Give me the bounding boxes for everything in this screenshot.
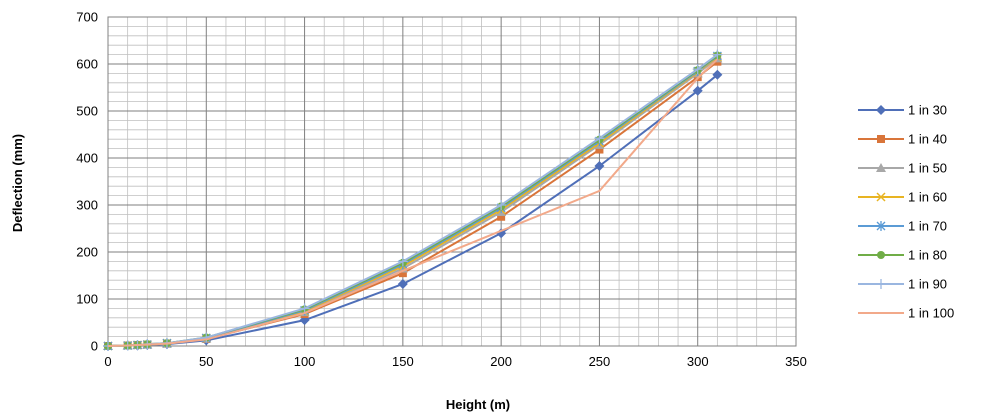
- x-tick-label: 300: [687, 354, 709, 369]
- y-tick-label: 600: [76, 57, 98, 72]
- data-point: [398, 269, 407, 278]
- y-tick-label: 400: [76, 151, 98, 166]
- legend-item: 1 in 40: [858, 132, 947, 147]
- x-tick-label: 100: [294, 354, 316, 369]
- legend-label: 1 in 30: [908, 103, 947, 118]
- legend-item: 1 in 80: [858, 248, 947, 263]
- plot-background: [108, 17, 796, 346]
- legend-label: 1 in 90: [908, 277, 947, 292]
- legend-item: 1 in 60: [858, 190, 947, 205]
- legend-marker: [877, 135, 885, 143]
- y-tick-label: 300: [76, 198, 98, 213]
- legend-marker: [876, 163, 886, 172]
- plot-border: [107, 16, 797, 347]
- legend-item: 1 in 100: [858, 306, 954, 321]
- data-point: [712, 69, 723, 80]
- legend-marker: [877, 251, 885, 259]
- legend-label: 1 in 60: [908, 190, 947, 205]
- x-axis-tick-labels: 0 50 100 150 200 250 300 350: [104, 354, 806, 369]
- legend-marker: [876, 279, 886, 289]
- y-tick-label: 100: [76, 292, 98, 307]
- plot-area: [107, 16, 797, 347]
- data-point: [397, 278, 408, 289]
- data-point: [299, 303, 310, 314]
- x-tick-label: 50: [199, 354, 213, 369]
- y-tick-label: 500: [76, 104, 98, 119]
- legend-item: 1 in 70: [858, 219, 947, 234]
- data-point: [594, 160, 605, 171]
- x-tick-label: 350: [785, 354, 807, 369]
- data-point: [397, 256, 408, 267]
- y-tick-label: 700: [76, 10, 98, 25]
- data-point: [692, 64, 703, 75]
- data-point: [496, 200, 507, 210]
- legend-item: 1 in 90: [858, 277, 947, 292]
- legend-marker: [876, 105, 886, 115]
- data-point: [594, 133, 605, 144]
- legend-label: 1 in 40: [908, 132, 947, 147]
- legend-marker: [876, 221, 886, 231]
- x-tick-label: 0: [104, 354, 111, 369]
- legend-label: 1 in 80: [908, 248, 947, 263]
- series-1-in-100: [107, 58, 719, 347]
- x-tick-label: 200: [490, 354, 512, 369]
- y-tick-label: 0: [91, 339, 98, 354]
- data-point: [595, 145, 604, 154]
- legend-item: 1 in 50: [858, 161, 947, 176]
- data-point: [712, 49, 723, 60]
- x-tick-label: 250: [589, 354, 611, 369]
- series-line: [107, 58, 719, 347]
- x-tick-label: 150: [392, 354, 414, 369]
- legend-label: 1 in 70: [908, 219, 947, 234]
- legend-label: 1 in 100: [908, 306, 954, 321]
- data-point: [497, 212, 506, 221]
- y-axis-title: Deflection (mm): [10, 134, 25, 232]
- legend-marker: [876, 192, 886, 202]
- legend-label: 1 in 50: [908, 161, 947, 176]
- y-axis-tick-labels: 0 100 200 300 400 500 600 700: [76, 10, 98, 354]
- y-tick-label: 200: [76, 245, 98, 260]
- series-layer: [103, 49, 723, 351]
- minor-gridlines: [108, 17, 796, 346]
- data-point: [692, 85, 703, 96]
- x-axis-title: Height (m): [446, 397, 510, 412]
- legend: 1 in 30 1 in 40 1 in 50 1 in 60 1 in 70 1 in …: [858, 103, 954, 321]
- legend-item: 1 in 30: [858, 103, 947, 118]
